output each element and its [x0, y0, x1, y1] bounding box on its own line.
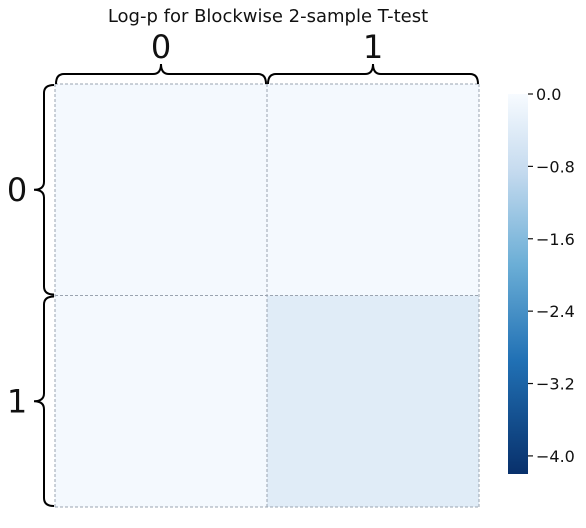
left-brace-1: [34, 297, 54, 507]
colorbar-tick-label-1: −0.8: [536, 157, 575, 176]
colorbar-tick-label-3: −2.4: [536, 302, 575, 321]
y-tick-labels: 01: [7, 171, 27, 421]
y-tick-label-0: 0: [7, 171, 27, 209]
top-brace-1: [268, 64, 478, 84]
colorbar-tick-label-5: −4.0: [536, 447, 575, 466]
x-tick-label-0: 0: [151, 28, 171, 66]
heatmap-cell-0-1: [267, 84, 479, 296]
heatmap-cell-1-0: [55, 296, 267, 508]
colorbar-tick-label-0: 0.0: [536, 85, 561, 104]
colorbar-tick-label-4: −3.2: [536, 375, 575, 394]
colorbar-ticks: 0.0 −0.8 −1.6 −2.4 −3.2 −4.0: [528, 85, 575, 466]
heatmap-cell-1-1: [267, 296, 479, 508]
colorbar: [508, 94, 528, 474]
left-brace-0: [34, 85, 54, 295]
y-tick-label-1: 1: [7, 382, 27, 420]
colorbar-tick-label-2: −1.6: [536, 230, 575, 249]
top-brace-0: [56, 64, 266, 84]
chart-title: Log-p for Blockwise 2-sample T-test: [108, 6, 428, 27]
x-tick-label-1: 1: [363, 28, 383, 66]
heatmap-cell-0-0: [55, 84, 267, 296]
